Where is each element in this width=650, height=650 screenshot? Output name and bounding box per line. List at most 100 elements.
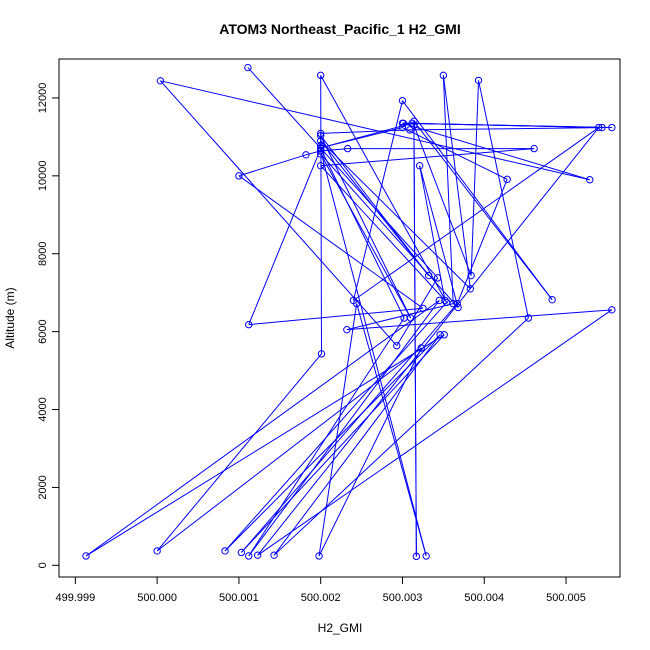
data-point — [302, 151, 310, 159]
data-point — [398, 96, 407, 105]
data-point — [422, 552, 430, 560]
data-point — [608, 306, 616, 314]
data-point — [586, 176, 594, 184]
series-segment — [442, 75, 454, 304]
series-segment — [156, 347, 422, 552]
data-point — [417, 344, 425, 352]
data-point — [419, 304, 427, 312]
y-tick-label: 12000 — [37, 83, 49, 114]
series-segment — [320, 148, 535, 167]
series-segment — [160, 80, 398, 346]
series-segment — [85, 334, 445, 557]
x-tick-label: 500.004 — [464, 592, 504, 604]
x-axis-label: H2_GMI — [318, 621, 363, 635]
series-segment — [320, 148, 405, 319]
x-tick-label: 500.005 — [546, 592, 586, 604]
series-segment — [470, 80, 480, 276]
data-point — [398, 123, 407, 132]
data-point — [317, 350, 326, 358]
y-tick-label: 4000 — [37, 397, 49, 421]
data-point — [343, 325, 351, 334]
data-point — [244, 63, 252, 72]
data-point — [530, 144, 538, 153]
data-point — [352, 299, 361, 308]
x-axis: 499.999 500.000 500.001 500.002 500.003 500.0… — [55, 577, 586, 604]
x-tick-label: 500.000 — [137, 592, 177, 604]
series-segment — [413, 125, 472, 276]
series-segment — [238, 175, 424, 309]
series-segment — [346, 303, 454, 331]
y-tick-label: 8000 — [37, 241, 49, 265]
series-segment — [247, 67, 439, 279]
data-point — [316, 129, 325, 138]
plot-frame — [58, 58, 621, 578]
data-point — [245, 320, 253, 329]
series-segment — [409, 127, 612, 131]
series-segment — [353, 127, 600, 301]
data-point — [343, 144, 352, 153]
data-point — [316, 162, 325, 170]
series-segment — [320, 140, 430, 276]
data-point — [316, 132, 325, 140]
series-segment — [320, 75, 448, 303]
data-point — [156, 77, 165, 85]
data-point — [442, 298, 451, 307]
data-point — [503, 175, 511, 184]
series-segment — [238, 154, 307, 177]
series-segment — [248, 300, 440, 557]
series-segment — [442, 75, 471, 289]
data-point — [316, 147, 325, 155]
series-segment — [478, 80, 529, 319]
series-segment — [320, 129, 410, 134]
data-point — [316, 141, 325, 150]
data-point — [453, 299, 461, 308]
series-segment — [456, 179, 508, 304]
series-segment — [248, 307, 423, 326]
series-segment — [156, 353, 322, 552]
data-point — [235, 172, 243, 180]
data-point — [153, 547, 161, 555]
data-point — [254, 551, 262, 559]
y-tick-label: 6000 — [37, 319, 49, 343]
data-point — [410, 121, 418, 129]
series-segment — [320, 135, 412, 319]
series-segment — [257, 309, 613, 556]
data-point — [393, 341, 401, 350]
series-segment — [403, 122, 612, 129]
data-point — [245, 552, 253, 560]
data-point — [415, 162, 424, 170]
data-point — [316, 144, 325, 152]
data-point — [424, 271, 433, 280]
series-segment — [320, 150, 427, 557]
series-segment — [257, 127, 600, 556]
series-segment — [352, 100, 403, 301]
series-segment — [320, 165, 446, 301]
data-point — [408, 119, 416, 127]
data-point — [270, 551, 278, 559]
series-segment — [396, 277, 439, 346]
data-point — [441, 296, 449, 305]
y-tick-label: 0 — [37, 562, 49, 568]
series-segment — [318, 347, 422, 557]
series-segment — [413, 125, 417, 557]
y-tick-label: 10000 — [37, 161, 49, 192]
series-segment — [273, 317, 529, 556]
data-point — [82, 552, 90, 560]
data-point — [433, 274, 442, 282]
series-segment — [402, 127, 508, 180]
data-point — [316, 71, 325, 80]
data-point — [316, 137, 325, 145]
x-tick-label: 500.002 — [301, 592, 341, 604]
data-point — [435, 296, 443, 305]
data-point — [608, 123, 616, 132]
series-segment — [413, 121, 553, 301]
data-point — [315, 552, 323, 560]
data-point — [524, 314, 533, 322]
series-segment — [224, 302, 448, 552]
series-segment — [346, 309, 612, 331]
data-point — [598, 123, 606, 132]
x-tick-label: 499.999 — [55, 592, 95, 604]
series-segment — [273, 334, 441, 556]
series-segment — [248, 148, 322, 325]
